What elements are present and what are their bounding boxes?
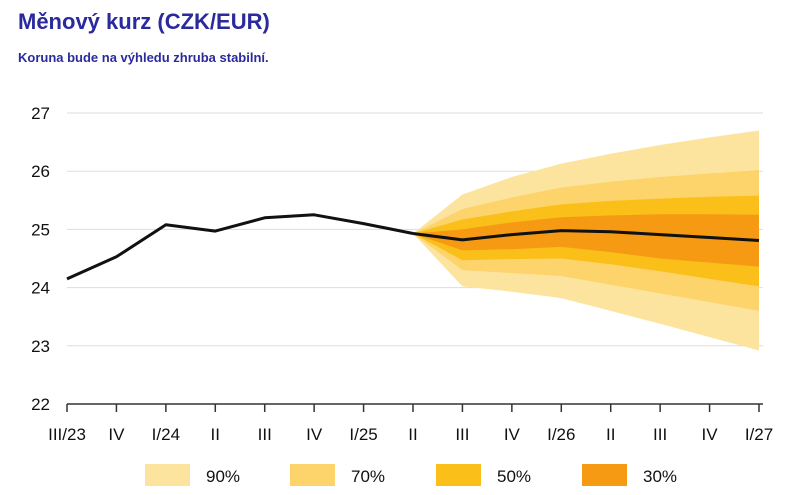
- x-tick-label: III: [455, 425, 469, 444]
- y-tick-label: 22: [31, 395, 50, 414]
- line-layer: [66, 213, 760, 281]
- x-tick-label: III: [258, 425, 272, 444]
- legend-label: 70%: [351, 467, 385, 486]
- legend-swatch: [145, 464, 190, 486]
- x-tick-label: II: [408, 425, 417, 444]
- x-tick-label: IV: [306, 425, 323, 444]
- x-tick-label: IV: [108, 425, 125, 444]
- legend-label: 90%: [206, 467, 240, 486]
- x-tick-label: II: [606, 425, 615, 444]
- chart-title: Měnový kurz (CZK/EUR): [18, 9, 270, 34]
- legend-swatch: [290, 464, 335, 486]
- legend-swatch: [582, 464, 627, 486]
- x-tick-label: IV: [504, 425, 521, 444]
- legend-label: 30%: [643, 467, 677, 486]
- x-tick-label: I/26: [547, 425, 575, 444]
- x-tick-label: III/23: [48, 425, 86, 444]
- fan-band: [413, 214, 759, 267]
- y-tick-label: 24: [31, 279, 50, 298]
- series-line-history: [66, 213, 414, 281]
- fan-band-layer: [413, 130, 759, 351]
- x-tick-label: II: [211, 425, 220, 444]
- x-tick-label: I/27: [745, 425, 773, 444]
- x-tick-label: IV: [702, 425, 719, 444]
- legend: 90% 70% 50% 30%: [145, 464, 677, 486]
- y-tick-label: 23: [31, 337, 50, 356]
- y-tick-label: 26: [31, 162, 50, 181]
- y-tick-label: 27: [31, 104, 50, 123]
- series-line-forecast: [412, 229, 760, 242]
- legend-swatch: [436, 464, 481, 486]
- chart-subtitle: Koruna bude na výhledu zhruba stabilní.: [18, 50, 269, 65]
- y-tick-label: 25: [31, 220, 50, 239]
- x-tick-label: I/25: [349, 425, 377, 444]
- x-tick-label: III: [653, 425, 667, 444]
- x-tick-label: I/24: [152, 425, 180, 444]
- legend-label: 50%: [497, 467, 531, 486]
